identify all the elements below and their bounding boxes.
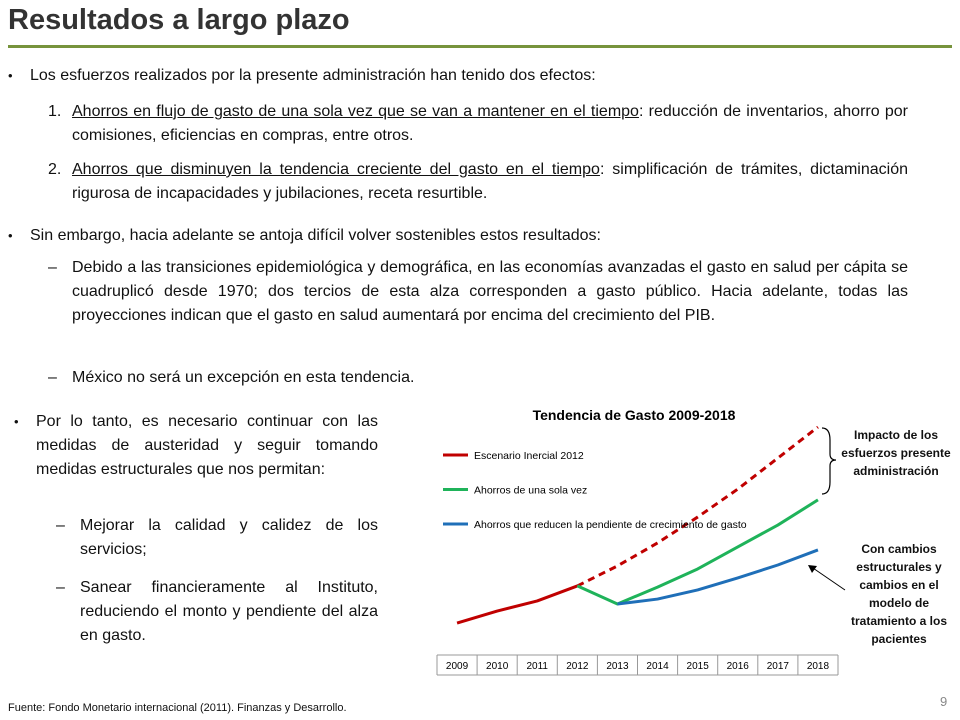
underlined-text: Ahorros en flujo de gasto de una sola ve… xyxy=(72,103,639,120)
chart-title: Tendencia de Gasto 2009-2018 xyxy=(533,407,736,423)
item-text: : simplificación de trámites, dictaminac… xyxy=(72,161,908,202)
brace xyxy=(821,427,837,495)
item-text: : reducción de inventarios, ahorro por c… xyxy=(72,103,908,144)
legend-label: Ahorros que reducen la pendiente de crec… xyxy=(474,519,747,531)
bullet: Los esfuerzos realizados por la presente… xyxy=(8,64,910,88)
x-tick-label: 2009 xyxy=(446,661,469,672)
series-line-dashed xyxy=(576,425,819,588)
x-tick-label: 2017 xyxy=(767,661,790,672)
numbered-item: 1. Ahorros en flujo de gasto de una sola … xyxy=(48,100,908,148)
x-tick-label: 2013 xyxy=(606,661,629,672)
x-tick-label: 2012 xyxy=(566,661,589,672)
x-tick-label: 2018 xyxy=(807,661,830,672)
sub-item: México no será un excepción en esta tend… xyxy=(48,366,908,390)
sub-item: Mejorar la calidad y calidez de los serv… xyxy=(56,514,378,562)
bullet: Sin embargo, hacia adelante se antoja di… xyxy=(8,224,910,248)
item-number: 2. xyxy=(48,161,62,178)
numbered-item: 2. Ahorros que disminuyen la tendencia cr… xyxy=(48,158,908,206)
page-number: 9 xyxy=(940,694,948,709)
x-tick-label: 2010 xyxy=(486,661,509,672)
source: Fuente: Fondo Monetario internacional (2… xyxy=(8,702,347,714)
series-line xyxy=(456,584,578,625)
x-tick-label: 2016 xyxy=(727,661,750,672)
arrow xyxy=(809,565,846,591)
legend-label: Ahorros de una sola vez xyxy=(474,485,587,497)
sub-item: Sanear financieramente al Instituto, red… xyxy=(56,576,378,648)
title-rule xyxy=(8,45,952,48)
legend-label: Escenario Inercial 2012 xyxy=(474,450,584,462)
series-line xyxy=(617,548,819,606)
x-tick-label: 2015 xyxy=(687,661,710,672)
item-number: 1. xyxy=(48,103,62,120)
arrow-head xyxy=(808,565,817,573)
slide-title: Resultados a largo plazo xyxy=(8,4,350,36)
x-tick-label: 2011 xyxy=(526,661,548,672)
annotation: Impacto de los esfuerzos presente admini… xyxy=(841,428,951,478)
annotation: Con cambios estructurales y cambios en e… xyxy=(850,542,948,646)
x-tick-label: 2014 xyxy=(646,661,669,672)
sub-item: Debido a las transiciones epidemiológica… xyxy=(48,256,908,328)
bullet: Por lo tanto, es necesario continuar con… xyxy=(14,410,378,482)
underlined-text: Ahorros que disminuyen la tendencia crec… xyxy=(72,161,600,178)
